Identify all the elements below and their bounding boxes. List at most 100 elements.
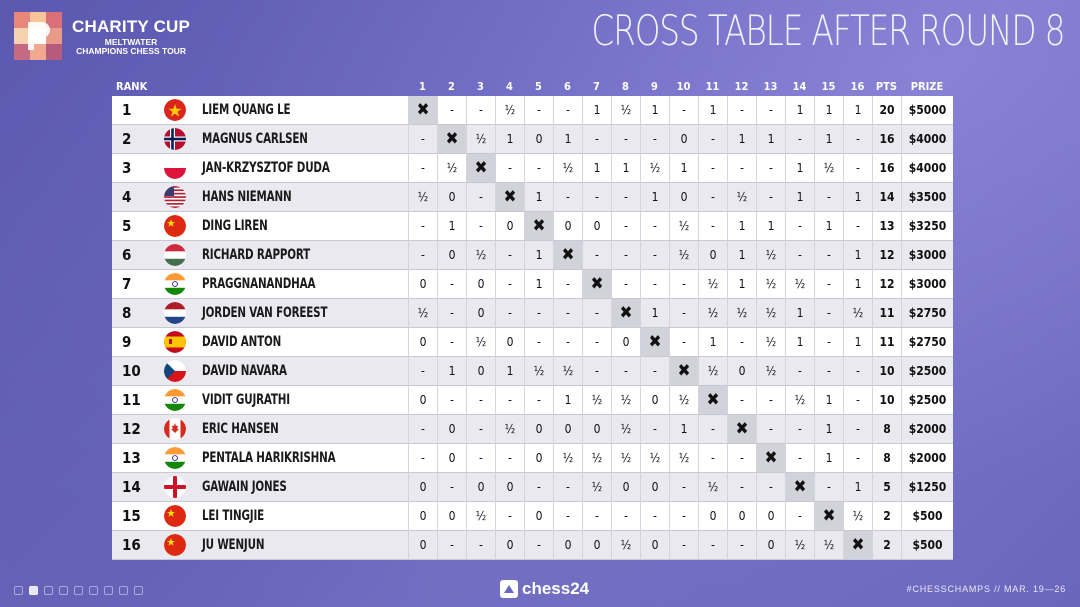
points-cell: 11 <box>872 328 901 357</box>
prize-cell: $2750 <box>901 328 953 357</box>
round-column-header: 9 <box>651 79 658 93</box>
result-cell: - <box>785 125 814 154</box>
page-dot-active[interactable] <box>29 586 38 595</box>
result-cell: 1 <box>843 183 872 212</box>
player-name-cell: VIDIT GUJRATHI <box>198 386 408 415</box>
page-dot[interactable] <box>74 586 83 595</box>
result-cell: - <box>727 154 756 183</box>
hungary-flag-icon <box>164 244 186 266</box>
result-cell: - <box>466 531 495 560</box>
round-column-header: 1 <box>419 79 426 93</box>
page-dot[interactable] <box>134 586 143 595</box>
result-cell: 1 <box>814 415 843 444</box>
result-cell: - <box>524 328 553 357</box>
result-cell: ½ <box>466 328 495 357</box>
points-cell: 11 <box>872 299 901 328</box>
result-cell: ½ <box>611 444 640 473</box>
player-name: PENTALA HARIKRISHNA <box>202 450 336 466</box>
result-cell: 1 <box>814 125 843 154</box>
page-dot[interactable] <box>119 586 128 595</box>
result-cell: - <box>785 415 814 444</box>
result-cell: 1 <box>727 125 756 154</box>
result-cell: - <box>756 386 785 415</box>
result-cell: ½ <box>524 357 553 386</box>
table-row: 16 JU WENJUN 0- -0-0 0 ½ 0- - -0 ½ ½ ✖ 2 $500 <box>112 531 953 560</box>
chess24-wordmark: chess24 <box>522 579 590 598</box>
flag-cell <box>152 154 198 183</box>
page-dot[interactable] <box>59 586 68 595</box>
page-dot[interactable] <box>104 586 113 595</box>
result-cell: - <box>843 212 872 241</box>
result-cell: - <box>437 386 466 415</box>
result-cell: 0 <box>553 531 582 560</box>
table-row: 2 MAGNUS CARLSEN - ✖ ½ 1 0 1- - -0-1 1-1-16 $4000 <box>112 125 953 154</box>
result-cell: 0 <box>524 125 553 154</box>
result-cell: 0 <box>466 270 495 299</box>
page-dot[interactable] <box>44 586 53 595</box>
self-match-cell: ✖ <box>727 415 756 444</box>
result-cell: 1 <box>843 270 872 299</box>
result-cell: - <box>727 386 756 415</box>
result-cell: - <box>495 154 524 183</box>
result-cell: 1 <box>843 96 872 125</box>
result-cell: - <box>843 357 872 386</box>
result-cell: 0 <box>524 502 553 531</box>
round-column-header: 4 <box>506 79 513 93</box>
player-name: MAGNUS CARLSEN <box>202 131 308 147</box>
result-cell: ½ <box>466 241 495 270</box>
player-name-cell: DING LIREN <box>198 212 408 241</box>
player-name: GAWAIN JONES <box>202 479 287 495</box>
result-cell: 0 <box>582 415 611 444</box>
table-body: 1 LIEM QUANG LE ✖ - - ½ - -1 ½ 1-1- -1 1 1 20 $5000 2 MA… <box>112 96 953 560</box>
result-cell: ½ <box>785 386 814 415</box>
result-cell: - <box>466 444 495 473</box>
points-cell: 14 <box>872 183 901 212</box>
result-cell: - <box>843 415 872 444</box>
player-name-cell: PRAGGNANANDHAA <box>198 270 408 299</box>
result-cell: - <box>495 241 524 270</box>
result-cell: ½ <box>756 241 785 270</box>
self-match-cell: ✖ <box>611 299 640 328</box>
result-cell: - <box>408 241 437 270</box>
result-cell: - <box>785 444 814 473</box>
result-cell: 1 <box>437 212 466 241</box>
result-cell: - <box>698 415 727 444</box>
result-cell: - <box>698 444 727 473</box>
flag-column-header <box>152 76 198 96</box>
result-cell: 1 <box>843 473 872 502</box>
page-dot[interactable] <box>14 586 23 595</box>
result-cell: 1 <box>640 96 669 125</box>
points-cell: 16 <box>872 154 901 183</box>
page-dot[interactable] <box>89 586 98 595</box>
result-cell: 0 <box>582 212 611 241</box>
result-cell: 0 <box>466 473 495 502</box>
flag-cell <box>152 531 198 560</box>
prize-cell: $2000 <box>901 415 953 444</box>
prize-cell: $2500 <box>901 386 953 415</box>
result-cell: - <box>553 502 582 531</box>
brand-title: CHARITY CUP <box>72 17 191 36</box>
player-name-cell: JAN-KRZYSZTOF DUDA <box>198 154 408 183</box>
result-cell: - <box>843 125 872 154</box>
points-cell: 10 <box>872 386 901 415</box>
pts-column-header: PTS <box>875 79 898 93</box>
result-cell: - <box>437 473 466 502</box>
result-cell: 0 <box>466 299 495 328</box>
result-cell: - <box>495 444 524 473</box>
round-column-header: 7 <box>593 79 600 93</box>
result-cell: 0 <box>611 328 640 357</box>
player-name: JU WENJUN <box>202 537 265 553</box>
prize-cell: $4000 <box>901 125 953 154</box>
result-cell: - <box>756 96 785 125</box>
result-cell: 0 <box>408 502 437 531</box>
cross-table-container: RANK 1 2 3 4 5 6 7 8 9 10 11 12 13 14 15 16 PTS PRIZE 1 LI… <box>112 76 953 560</box>
result-cell: 1 <box>785 299 814 328</box>
result-cell: - <box>524 299 553 328</box>
points-cell: 2 <box>872 502 901 531</box>
prize-cell: $3500 <box>901 183 953 212</box>
result-cell: - <box>698 531 727 560</box>
result-cell: - <box>669 502 698 531</box>
result-cell: - <box>524 531 553 560</box>
round-column-header: 5 <box>535 79 542 93</box>
self-match-cell: ✖ <box>495 183 524 212</box>
